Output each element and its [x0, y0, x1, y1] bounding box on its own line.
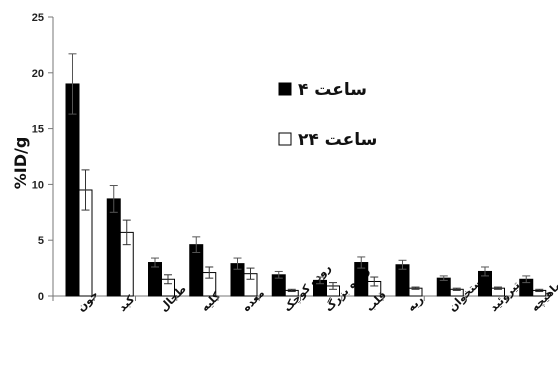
- y-tick-label: 20: [32, 68, 44, 80]
- bar: [106, 198, 121, 297]
- legend-label: ۴ ساعت: [298, 80, 367, 100]
- legend-swatch: [278, 82, 292, 96]
- y-tick-label: 25: [32, 12, 44, 24]
- y-tick-label: 10: [32, 179, 44, 191]
- legend-swatch: [278, 132, 292, 146]
- y-tick-label: 15: [32, 124, 44, 136]
- y-axis-label: %ID/g: [11, 137, 30, 190]
- bar: [148, 262, 162, 297]
- legend-label: ۲۴ ساعت: [298, 130, 377, 150]
- y-tick-label: 0: [38, 291, 44, 303]
- bar: [65, 83, 80, 297]
- legend: ۴ ساعت ۲۴ ساعت: [278, 80, 377, 150]
- y-tick-label: 5: [38, 235, 44, 247]
